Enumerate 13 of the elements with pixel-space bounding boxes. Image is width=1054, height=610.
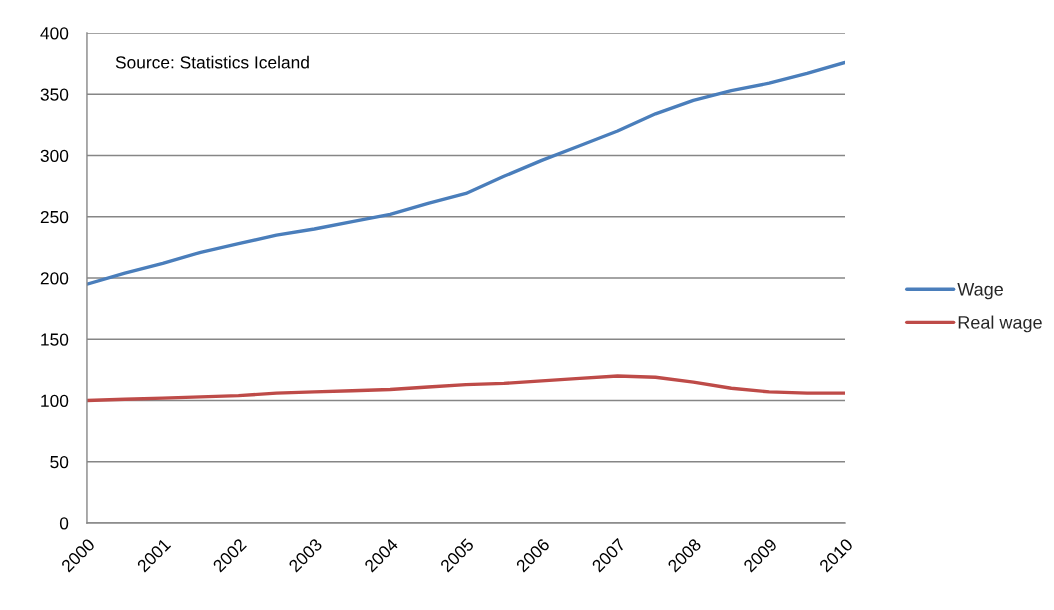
y-tick-label: 200 (40, 272, 69, 285)
legend-label: Wage (957, 283, 1003, 300)
y-tick-label: 150 (41, 333, 69, 346)
y-tick-label: 0 (59, 517, 69, 530)
line-series (86, 374, 845, 403)
y-tick-label: 350 (40, 88, 69, 101)
legend-label: Real wage (958, 315, 1042, 333)
y-tick-label: 100 (41, 394, 69, 407)
y-tick-label: 400 (40, 27, 69, 40)
y-tick-label: 50 (50, 455, 69, 469)
y-tick-label: 250 (40, 210, 69, 224)
y-tick-label: 300 (40, 149, 69, 162)
annotation: Source: Statistics Iceland (115, 55, 309, 69)
